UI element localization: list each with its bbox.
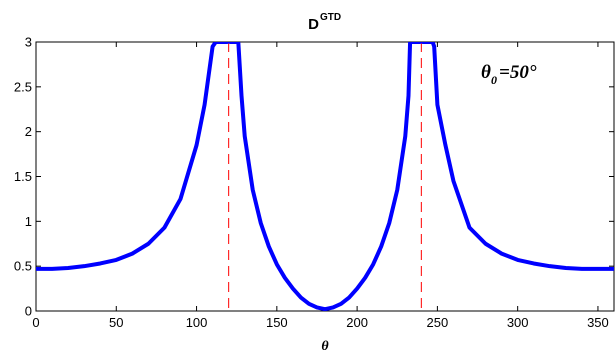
theta0-annotation: θ 0 =50° (481, 62, 537, 87)
annotation-subscript: 0 (491, 73, 497, 87)
chart-title: D GTD (308, 12, 341, 33)
x-axis-label: θ (321, 339, 329, 353)
annotation-theta: θ (481, 62, 491, 83)
x-tick-label: 150 (266, 315, 288, 330)
y-tick-label: 1 (25, 214, 32, 229)
x-tick-label: 100 (186, 315, 208, 330)
series-line-2 (228, 42, 327, 311)
series-line-3 (323, 42, 422, 311)
x-tick-label: 50 (109, 315, 123, 330)
annotation-value: =50° (499, 62, 537, 83)
y-tick-label: 1.5 (14, 169, 32, 184)
chart-title-superscript: GTD (320, 12, 341, 23)
data-layer (36, 42, 614, 311)
y-tick-label: 3 (25, 35, 32, 50)
plot-area: 0 50 100 150 200 250 300 350 0 0.5 1 1.5 2 2.5 3 (14, 35, 615, 330)
x-tick-label: 350 (587, 315, 609, 330)
x-tick-label: 300 (507, 315, 529, 330)
y-tick-label: 2 (25, 124, 32, 139)
axes-frame (35, 41, 615, 312)
y-tick-label: 0 (25, 304, 32, 319)
y-tick-label: 0.5 (14, 259, 32, 274)
x-tick-label: 0 (32, 315, 39, 330)
y-tick-label: 2.5 (14, 79, 32, 94)
chart-title-text: D (308, 16, 319, 33)
series-line-1 (36, 42, 230, 271)
x-tick-label: 200 (346, 315, 368, 330)
series-line-4 (420, 42, 614, 271)
x-tick-label: 250 (427, 315, 449, 330)
